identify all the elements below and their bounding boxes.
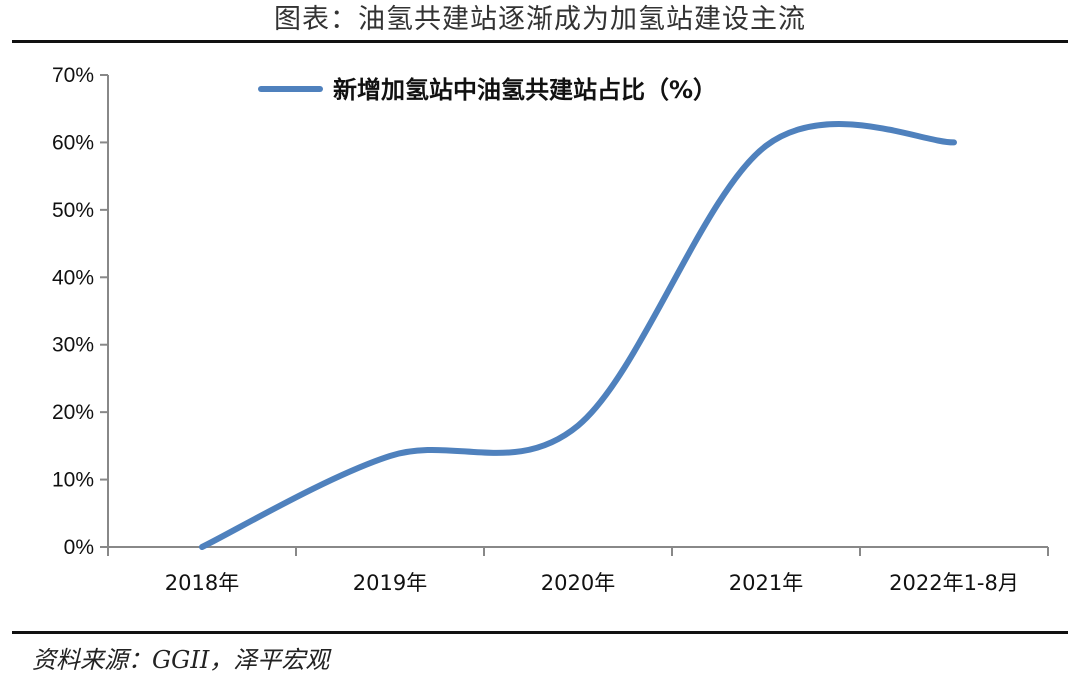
x-axis: 2018年 2019年 2020年 2021年 2022年1-8月 <box>107 546 1049 595</box>
y-tick-label: 50% <box>52 199 94 222</box>
y-tick-label: 20% <box>52 401 94 424</box>
y-axis: 0% 10% 20% 30% 40% 50% 60% 70% <box>52 64 109 559</box>
legend-label: 新增加氢站中油氢共建站占比（%） <box>333 76 717 104</box>
series-layer <box>199 121 957 550</box>
x-tick-label: 2018年 <box>165 571 239 595</box>
top-rule <box>12 40 1068 43</box>
legend: 新增加氢站中油氢共建站占比（%） <box>258 76 717 104</box>
y-tick-label: 60% <box>52 131 94 154</box>
y-tick-label: 0% <box>64 536 94 559</box>
series-line <box>199 121 957 550</box>
y-tick-label: 40% <box>52 266 94 289</box>
figure-title: 图表：油氢共建站逐渐成为加氢站建设主流 <box>274 4 806 35</box>
y-tick-label: 30% <box>52 334 94 357</box>
x-tick-label: 2021年 <box>729 571 803 595</box>
bottom-rule <box>12 631 1068 634</box>
y-tick-label: 10% <box>52 469 94 492</box>
y-tick-label: 70% <box>52 64 94 87</box>
x-tick-label: 2020年 <box>541 571 615 595</box>
source-note: 资料来源：GGII，泽平宏观 <box>32 646 330 674</box>
x-tick-label: 2022年1-8月 <box>889 571 1019 595</box>
x-tick-label: 2019年 <box>353 571 427 595</box>
